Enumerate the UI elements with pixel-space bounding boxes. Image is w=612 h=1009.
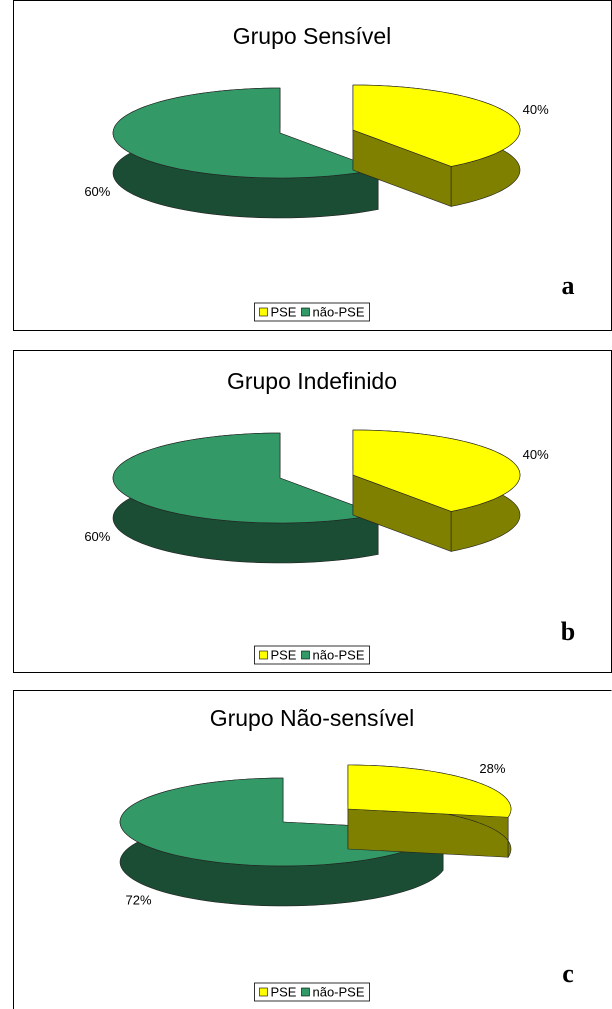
legend-swatch [259,987,268,997]
legend-box [254,982,370,1002]
slice [112,87,380,179]
legend-swatch [301,307,310,317]
legend-label: não-PSE [312,304,364,319]
legend-label: PSE [270,984,296,999]
legend-swatch [259,307,268,317]
data-label: 28% [479,761,505,776]
chart-panel: Grupo Não-sensível 72% 28% PSE não-PSE c [13,690,612,1009]
legend-swatch [301,987,310,997]
chart-title: Grupo Não-sensível [210,705,415,731]
legend-label: não-PSE [312,984,364,999]
slice [347,764,512,818]
data-label: 72% [126,893,152,908]
chart-title: Grupo Indefinido [227,368,397,394]
chart-panel: Grupo Sensível 60% 40% PSE não-PSE a [13,0,612,331]
data-label: 40% [523,447,549,462]
panel-letter: a [562,271,575,300]
legend: PSE não-PSE [254,302,370,322]
chart-title: Grupo Sensível [233,23,392,49]
data-label: 60% [84,184,110,199]
data-label: 40% [523,102,549,117]
legend-swatch [301,650,310,660]
panel-letter: c [562,959,574,988]
legend-swatch [259,650,268,660]
legend-label: PSE [270,647,296,662]
legend-box [254,645,370,665]
chart-panel: Grupo Indefinido 60% 40% PSE não-PSE b [13,350,612,673]
legend-box [254,302,370,322]
slice [112,432,380,524]
legend: PSE não-PSE [254,982,370,1002]
panel-letter: b [561,617,575,646]
legend: PSE não-PSE [254,645,370,665]
legend-label: não-PSE [312,647,364,662]
data-label: 60% [84,529,110,544]
slice [352,84,521,167]
legend-label: PSE [270,304,296,319]
panel-border [13,690,612,1009]
slice [352,429,521,512]
